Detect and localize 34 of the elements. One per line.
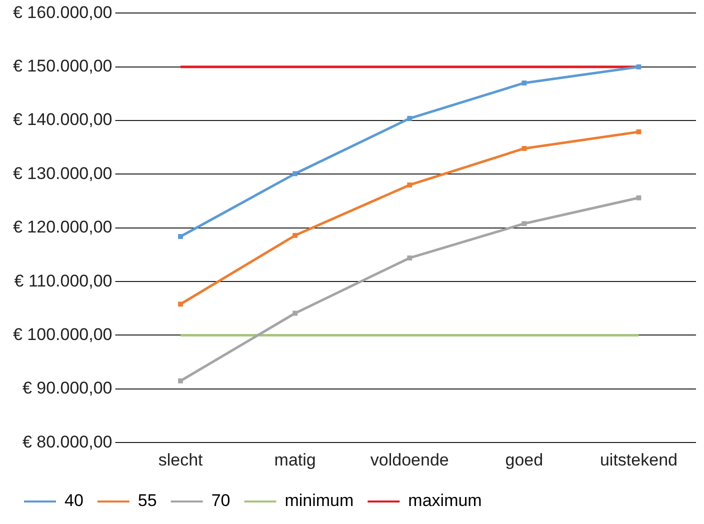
point: [522, 221, 527, 226]
y-tick-label: € 100.000,00: [12, 324, 112, 344]
legend-label: maximum: [408, 491, 482, 510]
legend-label: 55: [138, 491, 157, 510]
y-tick-label: € 120.000,00: [12, 218, 112, 237]
point: [636, 129, 642, 134]
x-tick-label: goed: [505, 450, 544, 470]
y-tick-label: € 110.000,00: [14, 271, 112, 290]
point: [292, 310, 298, 316]
point: [178, 302, 184, 307]
point: [522, 80, 527, 86]
y-tick-label: € 90.000,00: [22, 378, 112, 398]
x-tick-label: voldoende: [370, 450, 449, 470]
x-tick-label: uitstekend: [600, 450, 678, 470]
legend-label: minimum: [284, 491, 354, 510]
point: [522, 146, 527, 151]
legend-label: 70: [211, 491, 230, 510]
point: [407, 182, 412, 188]
point: [178, 378, 184, 384]
point: [636, 64, 642, 70]
legend-label: 40: [64, 491, 84, 510]
x-tick-label: slecht: [158, 450, 204, 470]
y-tick-label: € 140.000,00: [12, 110, 112, 130]
point: [292, 171, 298, 176]
point: [292, 232, 298, 238]
point: [178, 234, 184, 239]
x-tick-label: matig: [274, 450, 316, 470]
point: [407, 255, 412, 260]
point: [407, 116, 412, 121]
y-tick-label: € 130.000,00: [12, 164, 112, 183]
y-tick-label: € 150.000,00: [12, 56, 112, 76]
y-tick-label: € 80.000,00: [22, 432, 112, 452]
point: [636, 195, 642, 200]
y-tick-label: € 160.000,00: [12, 2, 112, 22]
